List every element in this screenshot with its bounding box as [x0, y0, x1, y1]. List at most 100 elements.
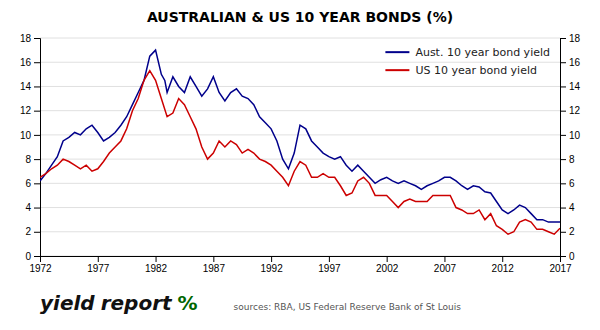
tick: 16 [20, 57, 40, 68]
tick: 1982 [145, 256, 168, 274]
tick: 1972 [29, 256, 52, 274]
tick: 4 [560, 202, 575, 213]
y2-axis: 0 2 4 6 8 10 12 14 16 18 [560, 33, 581, 262]
tick-label: 0 [569, 251, 575, 262]
tick: 2002 [376, 256, 399, 274]
axis-line [41, 257, 561, 263]
tick-label: 2 [25, 226, 31, 237]
tick-label: 2007 [434, 263, 457, 274]
title: AUSTRALIAN & US 10 YEAR BONDS (%) [147, 9, 453, 25]
tick: 6 [560, 178, 575, 189]
tick-label: 2 [569, 226, 575, 237]
source: sources: RBA, US Federal Reserve Bank of… [234, 302, 462, 312]
tick: 16 [560, 57, 581, 68]
series-line [40, 71, 560, 235]
tick-mark [34, 256, 40, 257]
tick-mark [34, 232, 40, 233]
tick-label: 2002 [376, 263, 399, 274]
grid-line [40, 134, 560, 135]
tick-label: 6 [569, 178, 575, 189]
tick-mark [34, 86, 40, 87]
tick-mark [156, 256, 157, 262]
tick-mark [98, 256, 99, 262]
tick-label: 6 [25, 178, 31, 189]
watermark: % [178, 291, 198, 315]
tick-label: 4 [569, 202, 575, 213]
grid [40, 38, 560, 256]
tick: 1997 [318, 256, 341, 274]
legend-label: Aust. 10 year bond yield [415, 46, 550, 59]
tick-mark [34, 62, 40, 63]
tick-mark [560, 111, 566, 112]
tick: 2 [25, 226, 40, 237]
tick: 8 [25, 154, 40, 165]
tick-label: 18 [569, 33, 581, 44]
legend-item: Aust. 10 year bond yield [385, 46, 550, 59]
tick: 12 [560, 105, 581, 116]
tick-mark [560, 183, 566, 184]
tick: 14 [20, 81, 40, 92]
tick-label: 14 [569, 81, 581, 92]
tick-label: 2017 [549, 263, 572, 274]
series-line [40, 50, 560, 222]
tick-mark [560, 86, 566, 87]
tick-mark [329, 256, 330, 262]
tick-label: 2012 [492, 263, 515, 274]
axis-line [34, 39, 41, 257]
legend-item: US 10 year bond yield [385, 64, 537, 77]
tick: 1987 [203, 256, 226, 274]
tick: 0 [25, 251, 40, 262]
legend-swatch [385, 69, 409, 71]
y-axis: 024681012141618 [20, 33, 41, 262]
tick: 10 [560, 130, 581, 141]
grid-line [40, 159, 560, 160]
tick-label: 1992 [260, 263, 283, 274]
tick-label: 1977 [87, 263, 110, 274]
tick-mark [560, 38, 566, 39]
legend-label: US 10 year bond yield [415, 64, 537, 77]
grid-line [40, 207, 560, 208]
tick: 2 [560, 226, 575, 237]
grid-line [40, 110, 560, 111]
tick-label: 18 [20, 33, 32, 44]
grid-line [40, 38, 560, 39]
tick-mark [213, 256, 214, 262]
tick: 1977 [87, 256, 110, 274]
tick-mark [271, 256, 272, 262]
tick: 0 [560, 251, 575, 262]
plot: 1972197719821987199219972002200720122017… [20, 33, 581, 274]
tick-label: 1987 [203, 263, 226, 274]
tick-label: 8 [569, 154, 575, 165]
tick: 8 [560, 154, 575, 165]
tick: 14 [560, 81, 581, 92]
grid-line [40, 86, 560, 87]
tick-mark [34, 208, 40, 209]
grid-line [40, 183, 560, 184]
tick-mark [444, 256, 445, 262]
tick-mark [560, 232, 566, 233]
tick: 4 [25, 202, 40, 213]
tick-label: 10 [20, 130, 32, 141]
tick-mark [387, 256, 388, 262]
tick-label: 1982 [145, 263, 168, 274]
tick-mark [502, 256, 503, 262]
tick-mark [560, 208, 566, 209]
tick-mark [560, 256, 566, 257]
annotations: yieldreport% sources: RBA, US Federal Res… [40, 291, 461, 315]
tick-label: 14 [20, 81, 32, 92]
watermark: report [101, 291, 173, 315]
grid-line [40, 231, 560, 232]
tick-label: 16 [20, 57, 32, 68]
watermark: yield [40, 291, 95, 315]
lines [40, 50, 560, 234]
tick-label: 1972 [29, 263, 52, 274]
tick-label: 0 [25, 251, 31, 262]
tick-label: 10 [569, 130, 581, 141]
tick: 18 [560, 33, 581, 44]
tick: 1992 [260, 256, 283, 274]
tick-mark [34, 111, 40, 112]
tick-mark [560, 62, 566, 63]
tick: 2007 [434, 256, 457, 274]
tick-label: 4 [25, 202, 31, 213]
tick: 18 [20, 33, 40, 44]
